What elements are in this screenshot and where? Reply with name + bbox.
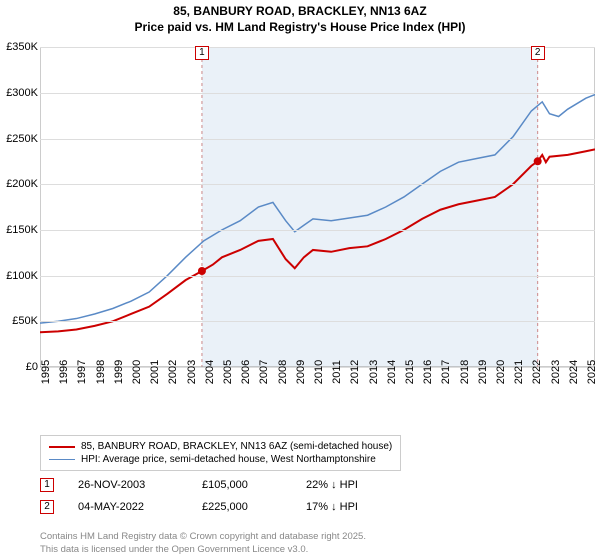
sale-dot <box>534 157 542 165</box>
sale-row-marker: 1 <box>40 478 54 492</box>
y-tick-label: £150K <box>6 224 38 236</box>
x-tick-label: 2018 <box>459 360 471 384</box>
x-tick-label: 2019 <box>477 360 489 384</box>
y-tick-label: £350K <box>6 41 38 53</box>
x-tick-label: 1997 <box>76 360 88 384</box>
sale-row-marker: 2 <box>40 500 54 514</box>
y-tick-label: £200K <box>6 178 38 190</box>
y-tick-label: £50K <box>12 315 38 327</box>
chart-area: £0 £50K £100K £150K £200K £250K £300K £350K 199… <box>0 37 600 417</box>
title-block: 85, BANBURY ROAD, BRACKLEY, NN13 6AZ Pri… <box>0 0 600 37</box>
x-tick-label: 2009 <box>295 360 307 384</box>
y-tick-label: £0 <box>26 361 38 373</box>
footer-line-2: This data is licensed under the Open Gov… <box>40 544 366 556</box>
x-tick-label: 2013 <box>368 360 380 384</box>
sale-date: 04-MAY-2022 <box>78 501 178 513</box>
x-tick-label: 2003 <box>186 360 198 384</box>
title-line-1: 85, BANBURY ROAD, BRACKLEY, NN13 6AZ <box>0 4 600 20</box>
y-gridline <box>40 276 595 277</box>
x-tick-label: 1995 <box>40 360 52 384</box>
x-tick-label: 2024 <box>568 360 580 384</box>
x-tick-label: 1996 <box>58 360 70 384</box>
legend-row: 85, BANBURY ROAD, BRACKLEY, NN13 6AZ (se… <box>49 440 392 453</box>
y-tick-label: £100K <box>6 270 38 282</box>
chart-container: 85, BANBURY ROAD, BRACKLEY, NN13 6AZ Pri… <box>0 0 600 560</box>
x-tick-label: 2020 <box>495 360 507 384</box>
legend-row: HPI: Average price, semi-detached house,… <box>49 453 392 466</box>
x-tick-label: 2004 <box>204 360 216 384</box>
x-tick-label: 1999 <box>113 360 125 384</box>
x-tick-label: 2002 <box>167 360 179 384</box>
legend-swatch <box>49 446 75 448</box>
x-tick-label: 2001 <box>149 360 161 384</box>
y-tick-label: £250K <box>6 133 38 145</box>
plot-region <box>40 47 595 367</box>
legend-label: HPI: Average price, semi-detached house,… <box>81 454 376 465</box>
x-tick-label: 2007 <box>258 360 270 384</box>
sale-row: 2 04-MAY-2022 £225,000 17% ↓ HPI <box>40 500 358 514</box>
sale-delta: 22% ↓ HPI <box>306 479 358 491</box>
title-line-2: Price paid vs. HM Land Registry's House … <box>0 20 600 36</box>
y-gridline <box>40 93 595 94</box>
sale-price: £105,000 <box>202 479 282 491</box>
x-tick-label: 2006 <box>240 360 252 384</box>
sale-price: £225,000 <box>202 501 282 513</box>
y-gridline <box>40 184 595 185</box>
y-gridline <box>40 230 595 231</box>
sale-marker-box: 1 <box>195 46 209 60</box>
y-tick-label: £300K <box>6 87 38 99</box>
series-hpi <box>40 95 595 324</box>
x-tick-label: 2011 <box>331 360 343 384</box>
footer: Contains HM Land Registry data © Crown c… <box>40 531 366 556</box>
x-tick-label: 2021 <box>513 360 525 384</box>
y-gridline <box>40 139 595 140</box>
legend-swatch <box>49 459 75 461</box>
x-tick-label: 2023 <box>550 360 562 384</box>
sale-dot <box>198 267 206 275</box>
x-tick-label: 2008 <box>277 360 289 384</box>
x-tick-label: 2000 <box>131 360 143 384</box>
x-tick-label: 2015 <box>404 360 416 384</box>
plot-svg <box>40 47 595 367</box>
sale-date: 26-NOV-2003 <box>78 479 178 491</box>
legend-label: 85, BANBURY ROAD, BRACKLEY, NN13 6AZ (se… <box>81 441 392 452</box>
footer-line-1: Contains HM Land Registry data © Crown c… <box>40 531 366 543</box>
x-tick-label: 2005 <box>222 360 234 384</box>
x-tick-label: 2014 <box>386 360 398 384</box>
x-tick-label: 2025 <box>586 360 598 384</box>
x-tick-label: 2012 <box>349 360 361 384</box>
x-tick-label: 2022 <box>531 360 543 384</box>
plot-border <box>40 47 595 367</box>
x-tick-label: 2017 <box>440 360 452 384</box>
sale-marker-box: 2 <box>531 46 545 60</box>
sale-delta: 17% ↓ HPI <box>306 501 358 513</box>
y-gridline <box>40 321 595 322</box>
x-tick-label: 2016 <box>422 360 434 384</box>
sale-row: 1 26-NOV-2003 £105,000 22% ↓ HPI <box>40 478 358 492</box>
x-tick-label: 1998 <box>95 360 107 384</box>
y-gridline <box>40 47 595 48</box>
legend: 85, BANBURY ROAD, BRACKLEY, NN13 6AZ (se… <box>40 435 401 471</box>
x-tick-label: 2010 <box>313 360 325 384</box>
